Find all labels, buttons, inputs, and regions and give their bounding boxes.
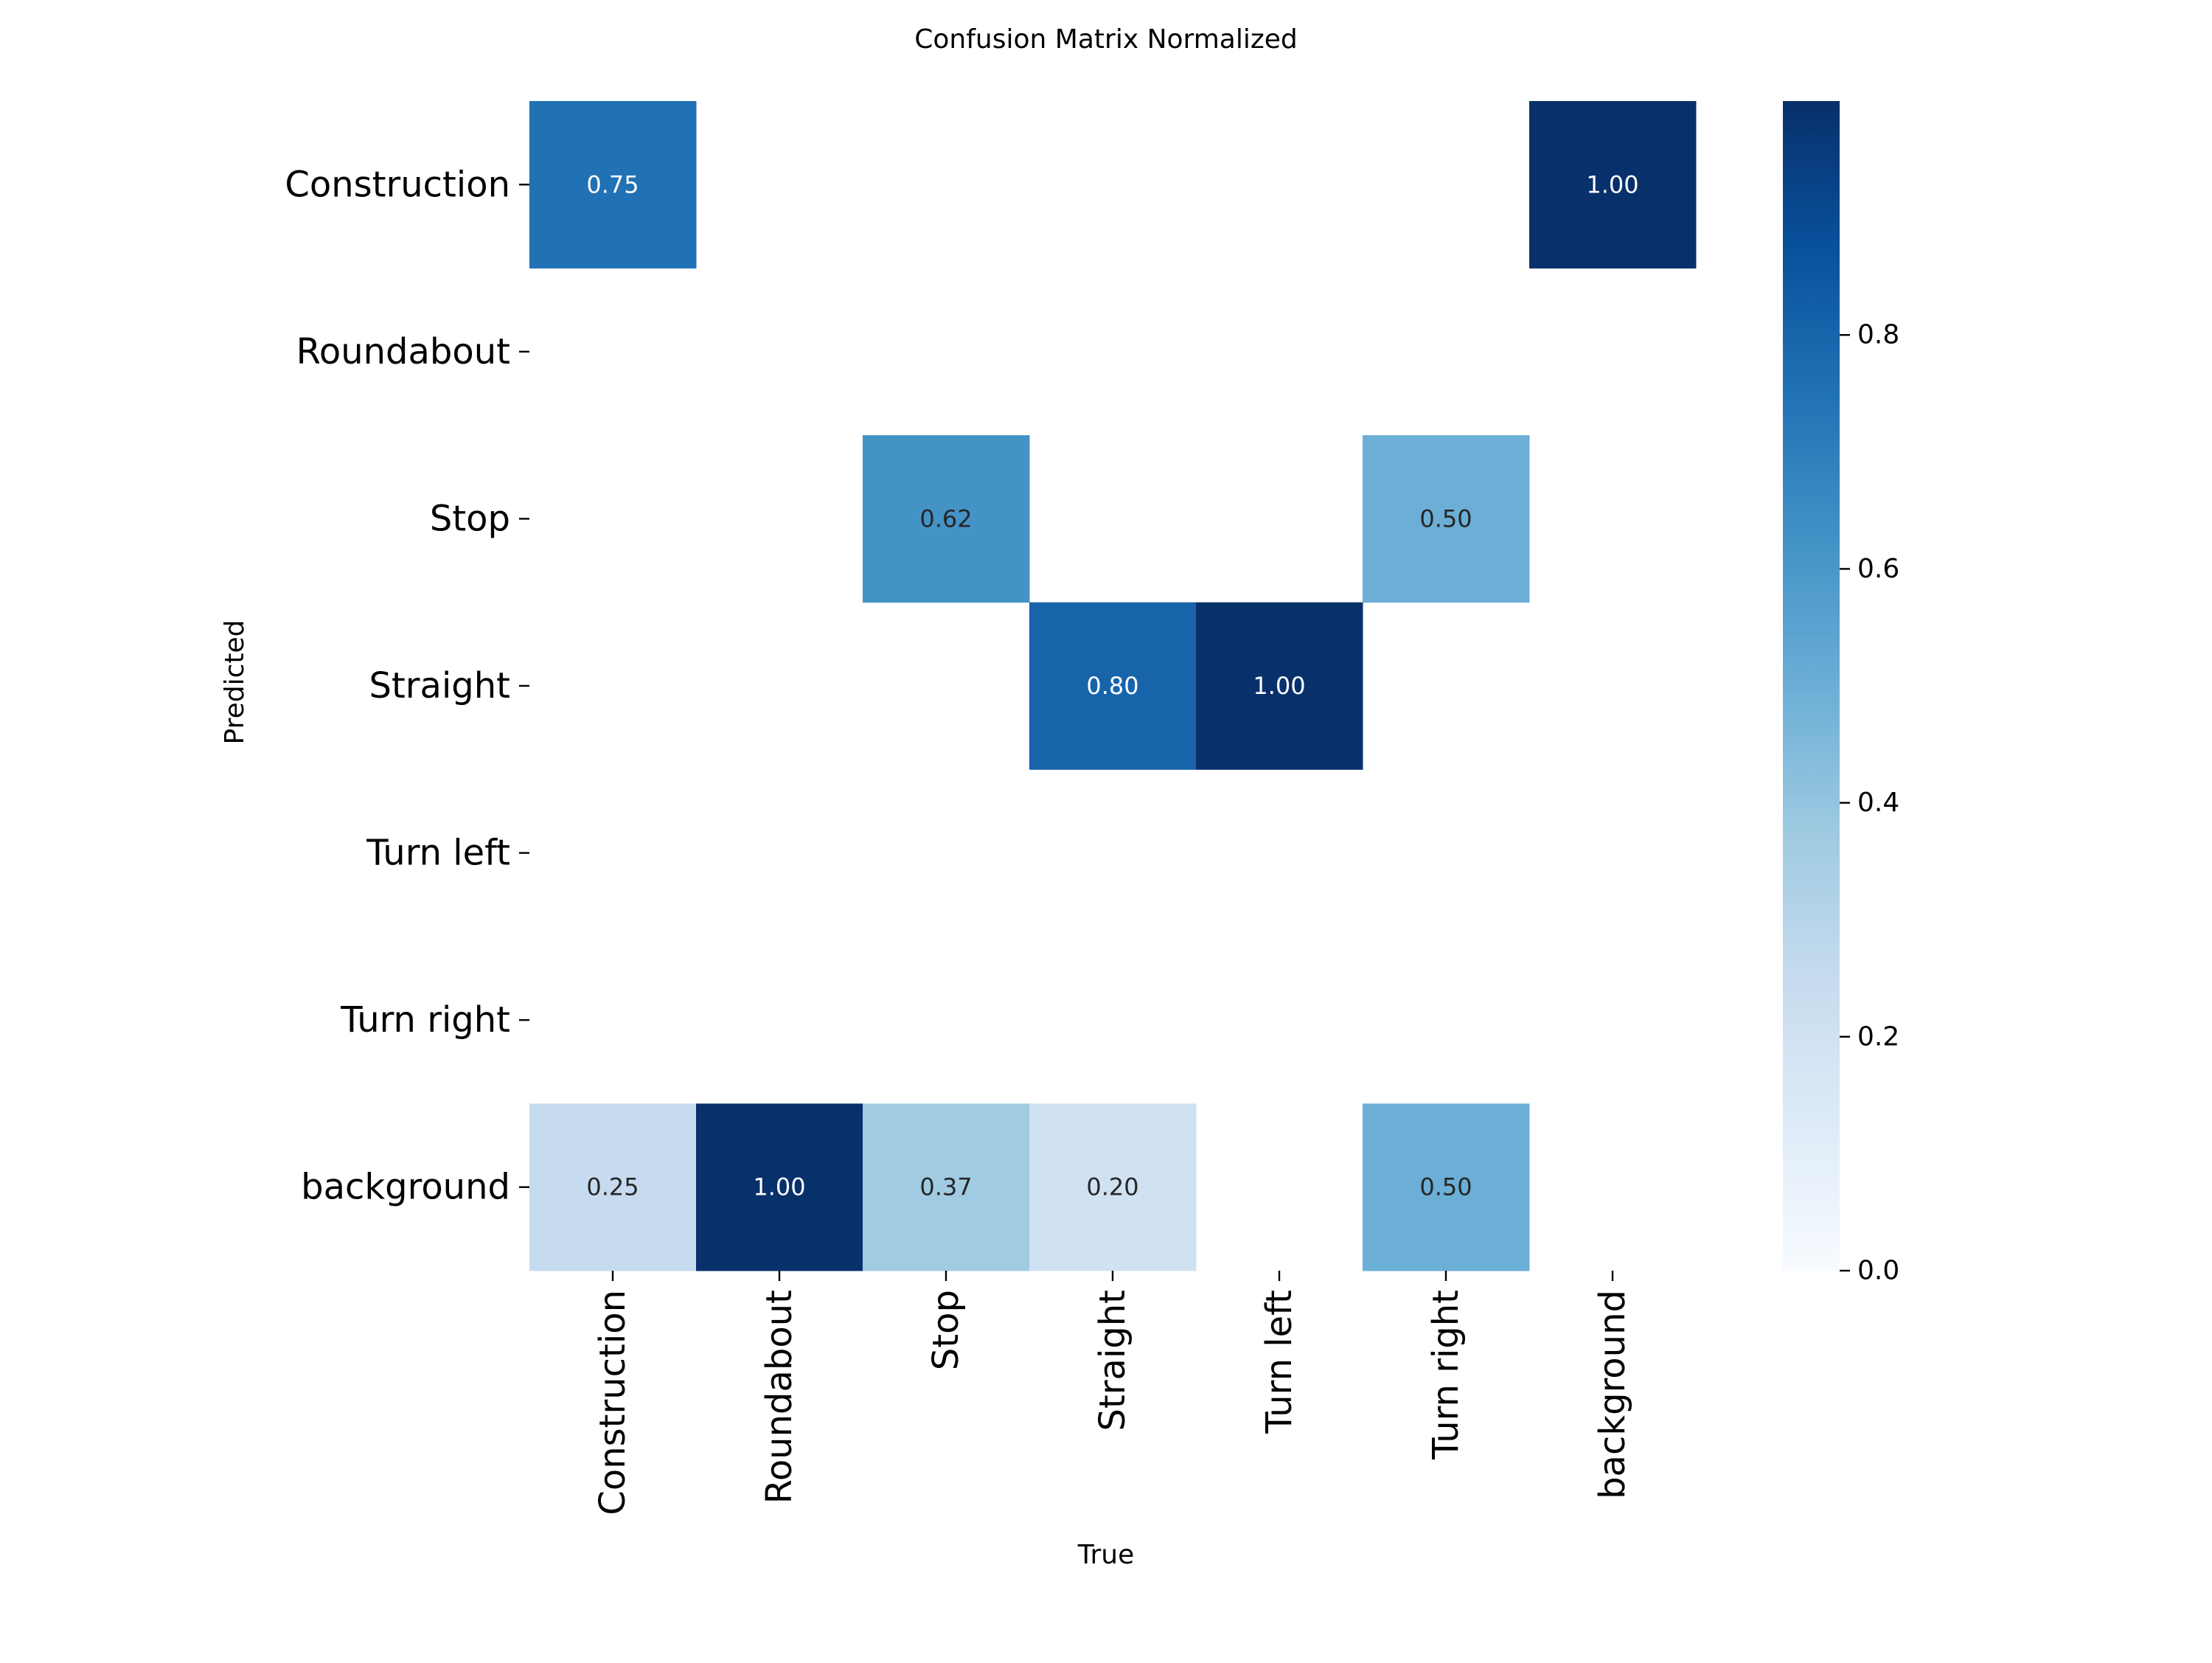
- heatmap-cell: [863, 1103, 1030, 1271]
- x-tick-label: background: [1592, 1290, 1633, 1499]
- heatmap-cells: [529, 101, 1697, 1271]
- colorbar-tick-label: 0.8: [1857, 320, 1899, 350]
- y-tick-label: Turn right: [340, 999, 510, 1041]
- colorbar-tick-label: 0.2: [1857, 1021, 1899, 1052]
- y-axis-label: Predicted: [220, 620, 250, 745]
- y-tick-label: Straight: [369, 665, 510, 706]
- colorbar: [1783, 101, 1840, 1271]
- cell-value-label: 0.37: [919, 1173, 972, 1201]
- x-tick-label: Turn right: [1425, 1290, 1467, 1460]
- heatmap-cell: [863, 435, 1030, 603]
- chart-title: Confusion Matrix Normalized: [914, 24, 1297, 55]
- y-tick-label: background: [301, 1167, 510, 1208]
- cell-value-label: 0.25: [586, 1173, 639, 1201]
- y-tick-label: Construction: [285, 164, 510, 205]
- heatmap-cell: [529, 1103, 697, 1271]
- heatmap-cell: [1196, 602, 1363, 770]
- cell-value-label: 1.00: [753, 1173, 805, 1201]
- heatmap-cell: [1029, 1103, 1197, 1271]
- colorbar-ticks: 0.0 0.2 0.4 0.6 0.8: [1840, 320, 1899, 1286]
- y-tick-label: Stop: [430, 498, 510, 539]
- x-tick-label: Stop: [925, 1290, 967, 1370]
- cell-value-label: 0.62: [919, 504, 972, 532]
- cell-value-label: 0.50: [1419, 1173, 1472, 1201]
- x-tick-label: Straight: [1092, 1290, 1133, 1431]
- colorbar-tick-label: 0.4: [1857, 788, 1899, 818]
- cell-value-label: 0.50: [1419, 504, 1472, 532]
- heatmap-cell: [696, 1103, 863, 1271]
- x-tick-label: Turn left: [1259, 1290, 1300, 1434]
- x-axis-label: True: [1077, 1540, 1134, 1570]
- x-axis-ticks: Construction Roundabout Stop Straight Turn l…: [592, 1271, 1633, 1516]
- cell-value-label: 1.00: [1586, 170, 1638, 198]
- heatmap-cell: [1529, 101, 1697, 269]
- heatmap-cell: [529, 101, 697, 269]
- cell-value-label: 0.75: [586, 170, 639, 198]
- colorbar-tick-label: 0.0: [1857, 1256, 1899, 1286]
- heatmap-cell: [1363, 1103, 1530, 1271]
- x-tick-label: Construction: [592, 1290, 633, 1516]
- heatmap-cell: [1363, 435, 1530, 603]
- cell-value-label: 0.80: [1086, 672, 1138, 700]
- x-tick-label: Roundabout: [759, 1290, 800, 1504]
- y-tick-label: Turn left: [366, 833, 510, 874]
- cell-value-label: 0.20: [1086, 1173, 1138, 1201]
- cell-labels: 0.75 1.00 0.62 0.50 0.80 1.00 0.25 1.00 0.37 0.20…: [586, 170, 1638, 1201]
- y-tick-label: Roundabout: [296, 331, 510, 372]
- cell-value-label: 1.00: [1253, 672, 1305, 700]
- y-axis-ticks: Construction Roundabout Stop Straight Turn l…: [285, 164, 529, 1208]
- heatmap-cell: [1029, 602, 1197, 770]
- colorbar-tick-label: 0.6: [1857, 554, 1899, 584]
